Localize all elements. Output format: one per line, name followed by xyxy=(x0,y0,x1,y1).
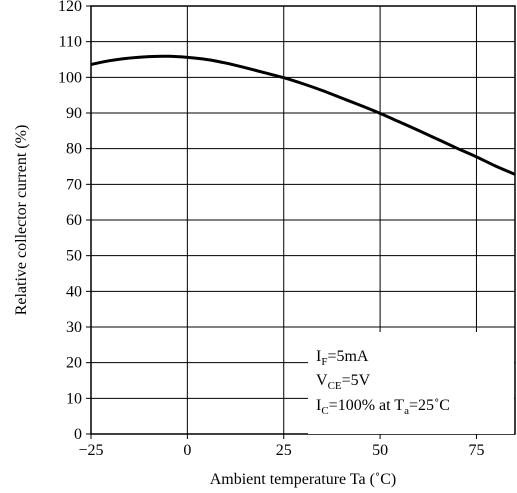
y-tick-label: 50 xyxy=(66,248,82,265)
y-tick-label: 100 xyxy=(58,69,82,86)
y-tick-label: 120 xyxy=(58,0,82,15)
y-tick-label: 90 xyxy=(66,105,82,122)
y-tick-label: 0 xyxy=(74,426,82,443)
x-axis-label: Ambient temperature Ta (˚C) xyxy=(210,471,397,488)
x-tick-label: −25 xyxy=(78,442,103,459)
x-tick-label: 25 xyxy=(276,442,292,459)
annotation-vce: VCE=5V xyxy=(316,372,371,392)
annotation-ic: IC=100% at Ta=25˚C xyxy=(316,397,450,417)
annotation-if: IF=5mA xyxy=(316,348,369,368)
y-tick-label: 30 xyxy=(66,319,82,336)
y-tick-label: 70 xyxy=(66,176,82,193)
x-tick-label: 50 xyxy=(372,442,388,459)
plot-frame xyxy=(90,5,516,435)
y-tick-label: 80 xyxy=(66,141,82,158)
y-tick-label: 110 xyxy=(59,34,82,51)
y-axis-label: Relative collector current (%) xyxy=(13,125,30,316)
series-line xyxy=(90,54,516,176)
x-tick-label: 75 xyxy=(468,442,484,459)
y-tick-label: 20 xyxy=(66,355,82,372)
y-tick-label: 40 xyxy=(66,283,82,300)
annotation-box xyxy=(308,332,514,434)
y-tick-label: 60 xyxy=(66,212,82,229)
x-tick-label: 0 xyxy=(183,442,191,459)
y-tick-label: 10 xyxy=(66,390,82,407)
